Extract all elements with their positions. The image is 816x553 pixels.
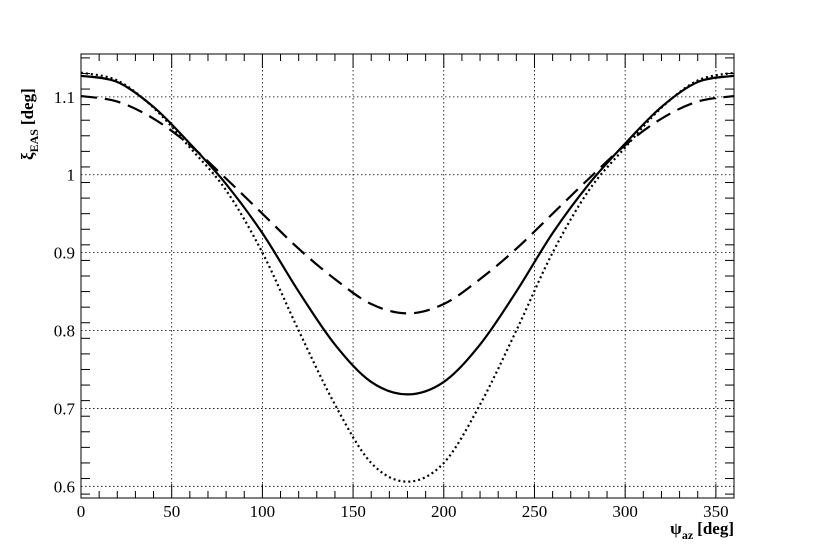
y-tick-label: 0.9 [54, 244, 75, 263]
plot-frame [80, 53, 735, 499]
x-axis-title-subscript: az [682, 528, 694, 542]
y-axis-title-subscript: EAS [27, 129, 41, 153]
y-axis-title-unit: [deg] [18, 88, 37, 125]
x-tick-label: 300 [612, 502, 638, 521]
grid [80, 54, 734, 498]
series-layer [80, 71, 735, 483]
y-tick-label: 0.6 [54, 477, 75, 496]
x-axis-title-symbol: ψ [670, 519, 682, 538]
series-line-dotted [80, 71, 735, 483]
series-line-dashed [80, 94, 735, 315]
x-tick-label: 150 [340, 502, 366, 521]
tick-labels: 0 50 100 150 200 250 300 350 0.6 0.7 0.8 0.9 1 1.1 [54, 88, 729, 521]
x-tick-label: 250 [522, 502, 548, 521]
x-tick-label: 100 [250, 502, 276, 521]
x-tick-label: 350 [703, 502, 729, 521]
x-tick-label: 50 [163, 502, 180, 521]
y-axis-title: ξEAS [deg] [18, 88, 41, 160]
y-tick-label: 1.1 [54, 88, 75, 107]
tick-marks [80, 54, 735, 498]
x-axis-title-unit: [deg] [697, 519, 734, 538]
y-axis-title-symbol: ξ [18, 152, 37, 160]
x-tick-label: 0 [77, 502, 86, 521]
x-axis-title: ψaz [deg] [670, 519, 734, 542]
x-tick-label: 200 [431, 502, 457, 521]
series-line-solid [80, 74, 735, 396]
y-tick-label: 1 [67, 166, 76, 185]
y-tick-label: 0.7 [54, 399, 76, 418]
y-tick-label: 0.8 [54, 322, 75, 341]
